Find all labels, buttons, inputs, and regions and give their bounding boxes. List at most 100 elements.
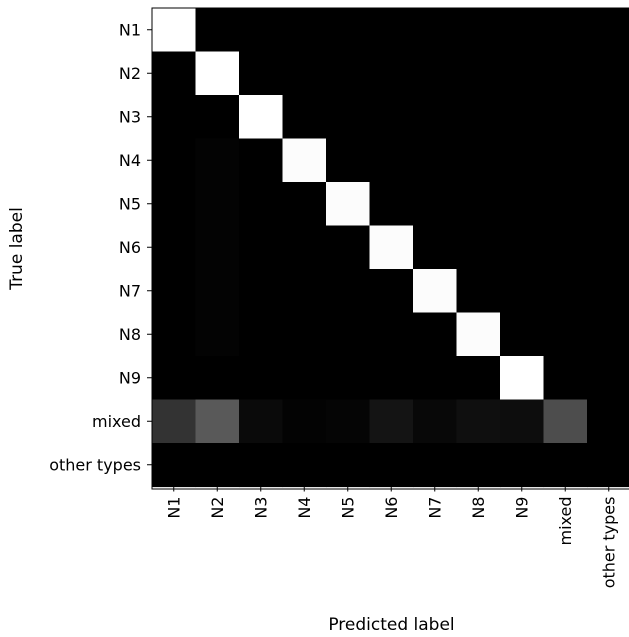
x-axis-ticks: N1 N2 N3 N4 N5 N6 N7 N8 N9 mixed other types [164,486,618,588]
heatmap-cell [152,399,197,444]
heatmap-cell [369,356,414,401]
x-axis-label: Predicted label [328,615,454,635]
heatmap-cell [500,182,545,227]
heatmap-cell [587,269,629,314]
heatmap-cell [239,269,284,314]
heatmap-cell [413,51,458,96]
heatmap-cell [413,182,458,227]
heatmap-cell [456,182,501,227]
heatmap-cell [152,443,197,488]
heatmap-cell [543,225,588,270]
heatmap-cell [239,399,284,444]
heatmap-cell [326,8,371,53]
heatmap-cell [543,138,588,183]
heatmap-cell [587,51,629,96]
y-tick-label: N5 [119,194,141,213]
heatmap-cell [239,225,284,270]
heatmap-cell [152,182,197,227]
heatmap-cell [195,8,240,53]
heatmap-cell [500,356,545,401]
heatmap-cell [369,95,414,140]
heatmap-cell [195,95,240,140]
heatmap-cells [152,8,629,488]
heatmap-cell [239,51,284,96]
heatmap-cell [456,356,501,401]
heatmap-cell [456,51,501,96]
heatmap-cell [195,182,240,227]
heatmap-cell [326,312,371,357]
heatmap-cell [239,8,284,53]
heatmap-cell [587,312,629,357]
heatmap-cell [413,312,458,357]
heatmap-cell [282,95,327,140]
heatmap-cell [326,356,371,401]
heatmap-cell [326,443,371,488]
heatmap-cell [195,443,240,488]
heatmap-cell [456,269,501,314]
heatmap-cell [152,312,197,357]
heatmap-cell [456,95,501,140]
heatmap-cell [500,269,545,314]
y-tick-label: N4 [119,151,141,170]
heatmap-cell [369,225,414,270]
heatmap-cell [543,443,588,488]
heatmap-cell [282,51,327,96]
heatmap-cell [413,399,458,444]
y-tick-label: N7 [119,281,141,300]
x-tick-label: N3 [251,497,270,519]
heatmap-cell [413,443,458,488]
heatmap-cell [413,225,458,270]
x-tick-label: N8 [469,497,488,519]
heatmap-cell [543,182,588,227]
heatmap-cell [543,399,588,444]
heatmap-cell [369,312,414,357]
y-tick-label: N2 [119,64,141,83]
x-tick-label: N9 [512,497,531,519]
heatmap-cell [195,51,240,96]
heatmap-cell [195,269,240,314]
heatmap-cell [587,225,629,270]
heatmap-cell [195,399,240,444]
heatmap-cell [152,95,197,140]
heatmap-cell [587,8,629,53]
heatmap-cell [282,399,327,444]
heatmap-cell [326,95,371,140]
heatmap-cell [587,95,629,140]
heatmap-cell [152,138,197,183]
heatmap-cell [152,269,197,314]
heatmap-cell [369,399,414,444]
y-tick-label: N6 [119,238,141,257]
heatmap-cell [195,225,240,270]
heatmap-cell [282,356,327,401]
heatmap-cell [282,138,327,183]
heatmap-cell [500,51,545,96]
heatmap-cell [152,356,197,401]
heatmap-cell [456,138,501,183]
heatmap-cell [282,225,327,270]
heatmap-cell [326,225,371,270]
heatmap-cell [500,8,545,53]
heatmap-cell [195,356,240,401]
heatmap-cell [456,312,501,357]
y-tick-label: N1 [119,20,141,39]
heatmap-cell [500,312,545,357]
x-tick-label: N1 [164,497,183,519]
heatmap-cell [413,95,458,140]
heatmap-cell [500,399,545,444]
heatmap-cell [282,182,327,227]
heatmap-cell [543,95,588,140]
heatmap-cell [543,356,588,401]
heatmap-cell [326,269,371,314]
heatmap-cell [587,399,629,444]
heatmap-cell [543,8,588,53]
heatmap-cell [239,138,284,183]
heatmap-cell [152,8,197,53]
heatmap-cell [413,356,458,401]
heatmap-cell [326,399,371,444]
heatmap-cell [326,138,371,183]
heatmap-cell [587,443,629,488]
heatmap-cell [369,182,414,227]
heatmap-cell [413,8,458,53]
y-tick-label: N8 [119,325,141,344]
